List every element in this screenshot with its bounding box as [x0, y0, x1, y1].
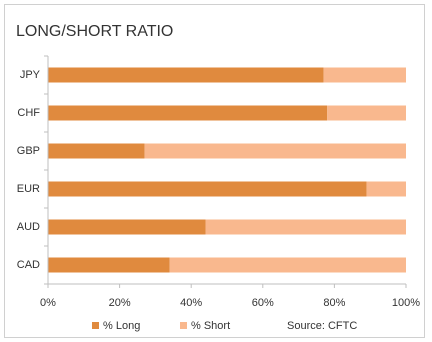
x-tick-label: 80%	[323, 297, 345, 309]
x-tick-label: 0%	[40, 297, 56, 309]
x-tick-label: 40%	[180, 297, 202, 309]
x-tick-label: 60%	[252, 297, 274, 309]
bar-segment	[205, 219, 406, 235]
y-tick-label: CAD	[17, 259, 40, 271]
bar-segment	[323, 67, 406, 83]
bar-segment	[48, 181, 367, 197]
bar-segment	[48, 257, 170, 273]
x-tick-label: 100%	[392, 297, 420, 309]
bar-segment	[144, 143, 406, 159]
y-tick-label: JPY	[20, 69, 41, 81]
y-tick-label: AUD	[17, 221, 40, 233]
bar-segment	[366, 181, 406, 197]
y-tick-label: GBP	[17, 145, 40, 157]
bar-segment	[327, 105, 406, 121]
legend-label: % Short	[191, 320, 230, 332]
source-note: Source: CFTC	[287, 320, 357, 332]
x-tick-label: 20%	[109, 297, 131, 309]
legend-label: % Long	[103, 320, 140, 332]
bar-segment	[48, 67, 324, 83]
y-tick-label: EUR	[17, 183, 40, 195]
bar-segment	[48, 219, 206, 235]
chart-frame	[4, 4, 425, 338]
y-tick-label: CHF	[17, 107, 40, 119]
bar-segment	[48, 105, 328, 121]
bar-segment	[48, 143, 145, 159]
bar-segment	[169, 257, 406, 273]
legend-swatch	[92, 322, 99, 329]
chart-title: LONG/SHORT RATIO	[16, 23, 173, 40]
legend-swatch	[180, 322, 187, 329]
